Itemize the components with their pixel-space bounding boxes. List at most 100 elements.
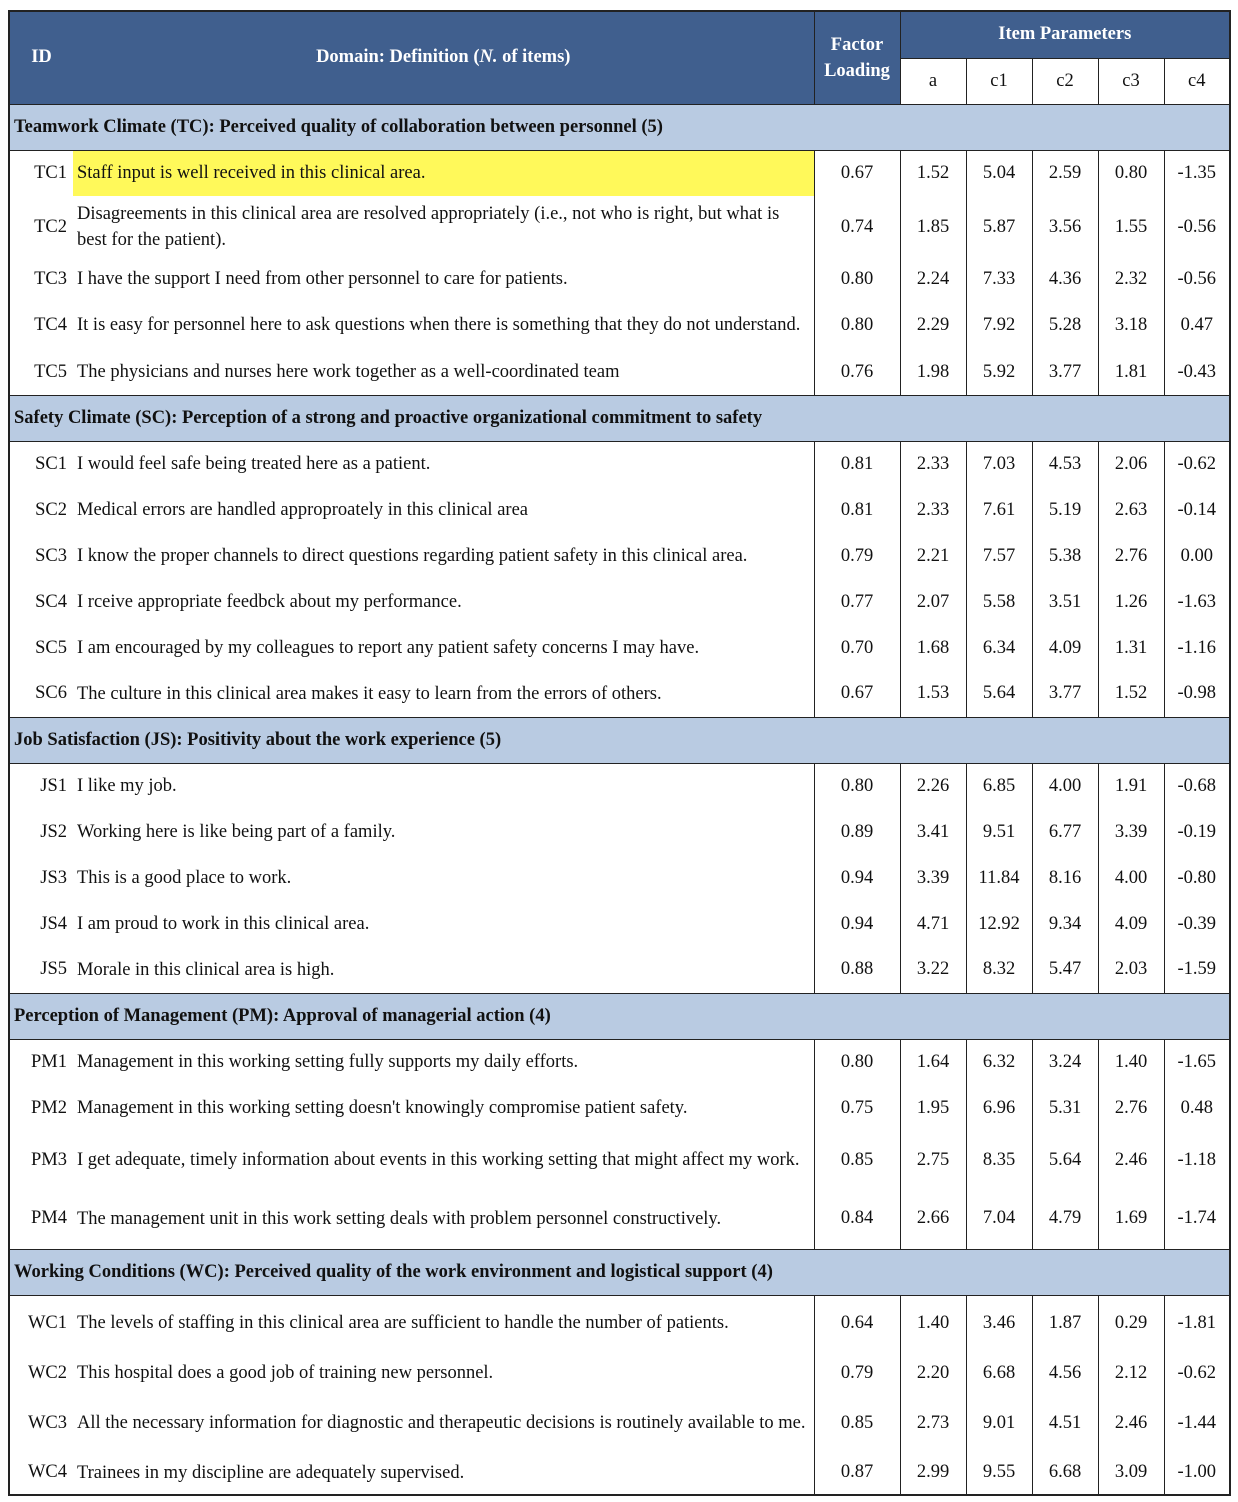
table-row: SC1 I would feel safe being treated here …: [9, 441, 1230, 487]
param-c3: 1.52: [1098, 671, 1165, 717]
param-c4: -1.18: [1177, 1149, 1217, 1170]
param-c1: 9.01: [966, 1395, 1033, 1451]
table-row: PM2 Management in this working setting do…: [9, 1085, 1230, 1131]
param-a: 3.41: [900, 809, 967, 855]
param-c3: 3.09: [1098, 1451, 1165, 1495]
param-c2: 4.56: [1032, 1351, 1099, 1395]
param-a: 1.95: [900, 1085, 967, 1131]
table-row: PM4 The management unit in this work sett…: [9, 1189, 1230, 1249]
factor-loading: 0.84: [814, 1189, 901, 1249]
param-c4: -0.98: [1177, 683, 1217, 704]
param-c3: 2.06: [1098, 441, 1165, 487]
param-c3: 1.55: [1098, 196, 1165, 258]
param-c3: 1.69: [1098, 1189, 1165, 1249]
item-text: Medical errors are handled approproately…: [73, 487, 815, 533]
item-text: I rceive appropriate feedbck about my pe…: [73, 579, 815, 625]
param-c4: -0.68: [1177, 775, 1217, 796]
param-c1: 5.92: [966, 350, 1033, 395]
item-text: I am encouraged by my colleagues to repo…: [73, 625, 815, 671]
item-text: I know the proper channels to direct que…: [73, 533, 815, 579]
factor-loading: 0.64: [814, 1295, 901, 1351]
table-row: TC4 It is easy for personnel here to ask …: [9, 300, 1230, 350]
param-c3: 0.29: [1098, 1295, 1165, 1351]
table-row: TC2 Disagreements in this clinical area a…: [9, 196, 1230, 258]
param-c1: 6.68: [966, 1351, 1033, 1395]
item-id: WC4: [27, 1462, 67, 1482]
factor-loading: 0.89: [814, 809, 901, 855]
param-c1: 5.58: [966, 579, 1033, 625]
table-row: TC5 The physicians and nurses here work t…: [9, 350, 1230, 395]
table-row: PM1 Management in this working setting fu…: [9, 1039, 1230, 1085]
param-c1: 5.04: [966, 150, 1033, 196]
section-row: Teamwork Climate (TC): Perceived quality…: [9, 103, 1231, 151]
table-row: SC2 Medical errors are handled approproat…: [9, 487, 1230, 533]
param-a: 2.75: [900, 1131, 967, 1189]
factor-loading: 0.85: [814, 1131, 901, 1189]
param-a: 2.20: [900, 1351, 967, 1395]
param-a: 2.99: [900, 1451, 967, 1495]
section-title: Perception of Management (PM): Approval …: [9, 992, 1231, 1040]
param-c4: -1.44: [1177, 1412, 1217, 1433]
factor-loading: 0.80: [814, 300, 901, 350]
param-c1: 7.92: [966, 300, 1033, 350]
param-c3: 2.76: [1098, 1085, 1165, 1131]
param-c3: 4.09: [1098, 901, 1165, 947]
table-row: PM3 I get adequate, timely information ab…: [9, 1131, 1230, 1189]
param-c3: 3.18: [1098, 300, 1165, 350]
item-id: PM3: [31, 1149, 67, 1170]
item-id: PM4: [31, 1208, 67, 1229]
item-id: PM2: [31, 1097, 67, 1118]
param-c2: 6.68: [1032, 1451, 1099, 1495]
item-text: Staff input is well received in this cli…: [73, 150, 815, 196]
param-c4: -1.00: [1177, 1462, 1217, 1482]
item-text: It is easy for personnel here to ask que…: [73, 300, 815, 350]
param-c1: 6.85: [966, 763, 1033, 809]
param-c2: 4.00: [1032, 763, 1099, 809]
param-a: 1.68: [900, 625, 967, 671]
item-text: The physicians and nurses here work toge…: [73, 350, 815, 395]
param-a: 1.98: [900, 350, 967, 395]
table-row: JS5 Morale in this clinical area is high.…: [9, 947, 1230, 993]
param-c2: 3.24: [1032, 1039, 1099, 1085]
item-id: TC5: [34, 361, 67, 382]
item-text: This hospital does a good job of trainin…: [73, 1351, 815, 1395]
param-c4: -0.19: [1177, 821, 1217, 842]
item-id: WC2: [27, 1362, 67, 1383]
param-c1: 6.32: [966, 1039, 1033, 1085]
item-id: TC2: [34, 216, 67, 237]
param-a: 1.40: [900, 1295, 967, 1351]
item-text: This is a good place to work.: [73, 855, 815, 901]
param-c4: -0.62: [1177, 453, 1217, 474]
param-a: 2.26: [900, 763, 967, 809]
table-row: SC6 The culture in this clinical area mak…: [9, 671, 1230, 717]
param-c3: 2.46: [1098, 1395, 1165, 1451]
factor-loading: 0.88: [814, 947, 901, 993]
table-row: JS4 I am proud to work in this clinical a…: [9, 901, 1230, 947]
item-id: SC3: [35, 545, 67, 566]
param-c4: -1.65: [1177, 1051, 1217, 1072]
item-text: I would feel safe being treated here as …: [73, 441, 815, 487]
factor-loading: 0.67: [814, 150, 901, 196]
factor-loading: 0.67: [814, 671, 901, 717]
param-c3: 1.91: [1098, 763, 1165, 809]
table-row: WC4 Trainees in my discipline are adequat…: [9, 1451, 1230, 1495]
item-id: JS4: [40, 913, 67, 934]
header-c1: c1: [965, 57, 1033, 105]
item-text: All the necessary information for diagno…: [73, 1395, 815, 1451]
param-c2: 2.59: [1032, 150, 1099, 196]
param-c2: 6.77: [1032, 809, 1099, 855]
table-row: JS2 Working here is like being part of a …: [9, 809, 1230, 855]
param-c2: 1.87: [1032, 1295, 1099, 1351]
item-text: Management in this working setting fully…: [73, 1039, 815, 1085]
factor-loading: 0.81: [814, 441, 901, 487]
param-c3: 3.39: [1098, 809, 1165, 855]
param-c4: -0.62: [1177, 1362, 1217, 1383]
section-row: Working Conditions (WC): Perceived quali…: [9, 1248, 1231, 1296]
header-c4: c4: [1163, 57, 1231, 105]
table-row: TC1 Staff input is well received in this …: [9, 150, 1230, 196]
param-c3: 2.03: [1098, 947, 1165, 993]
factor-loading: 0.81: [814, 487, 901, 533]
factor-loading: 0.79: [814, 1351, 901, 1395]
param-c4: -0.39: [1177, 913, 1217, 934]
header-id: ID: [9, 11, 73, 104]
